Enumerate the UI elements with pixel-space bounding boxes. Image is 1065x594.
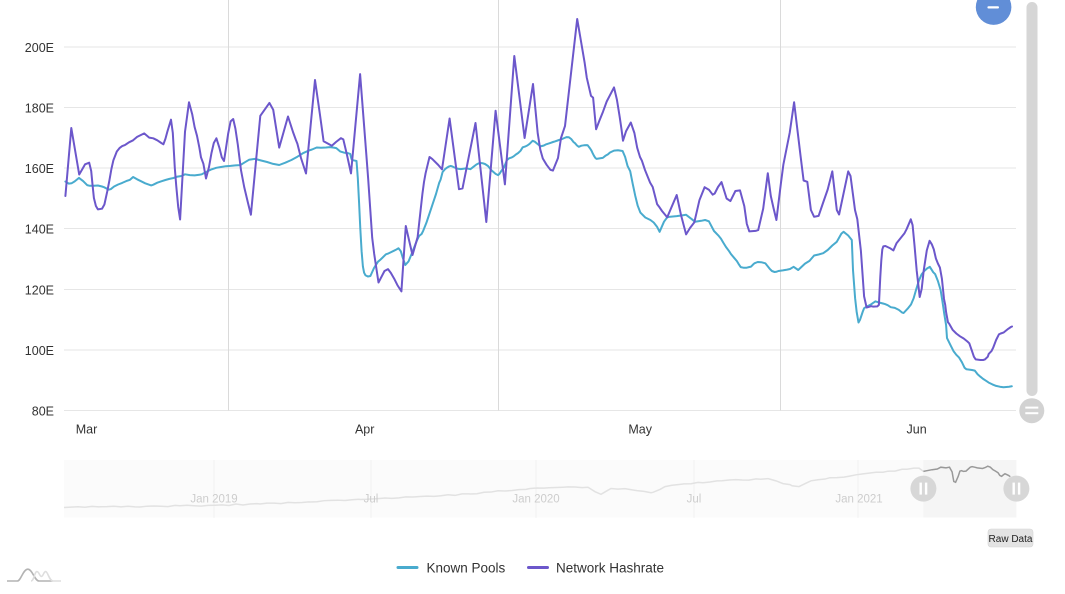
svg-text:Jun: Jun <box>907 423 927 437</box>
svg-text:Jan 2019: Jan 2019 <box>190 494 237 506</box>
svg-text:Jul: Jul <box>687 494 702 506</box>
svg-text:Jan 2020: Jan 2020 <box>512 494 559 506</box>
svg-text:140E: 140E <box>25 223 54 237</box>
svg-text:May: May <box>628 423 652 437</box>
svg-text:200E: 200E <box>25 41 54 55</box>
svg-text:Jul: Jul <box>364 494 379 506</box>
svg-text:Known Pools: Known Pools <box>427 561 506 576</box>
svg-text:Apr: Apr <box>355 423 374 437</box>
svg-text:Raw Data: Raw Data <box>989 534 1033 545</box>
svg-text:Jan 2021: Jan 2021 <box>835 494 882 506</box>
svg-text:Network Hashrate: Network Hashrate <box>556 561 664 576</box>
svg-text:100E: 100E <box>25 344 54 358</box>
svg-text:80E: 80E <box>32 405 54 419</box>
svg-text:180E: 180E <box>25 102 54 116</box>
svg-text:120E: 120E <box>25 284 54 298</box>
svg-text:Mar: Mar <box>76 423 98 437</box>
svg-text:160E: 160E <box>25 162 54 176</box>
